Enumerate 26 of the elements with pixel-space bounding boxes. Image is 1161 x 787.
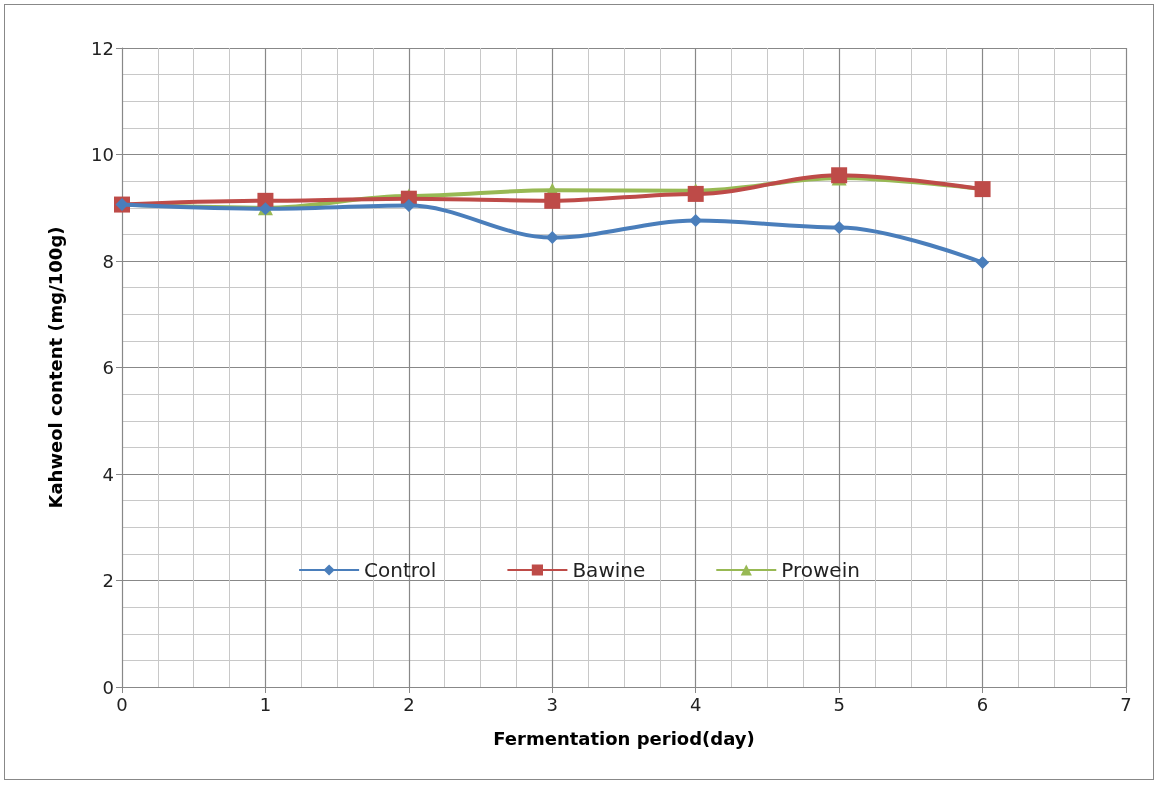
x-tick-label: 5 <box>833 693 845 715</box>
point <box>545 231 559 245</box>
x-tick-label: 1 <box>259 693 272 715</box>
legend-label: Bawine <box>572 558 646 582</box>
y-tick-label: 12 <box>91 37 114 59</box>
x-axis-title: Fermentation period(day) <box>493 727 755 749</box>
x-tick-label: 2 <box>403 693 415 715</box>
y-tick-label: 8 <box>102 250 114 272</box>
x-tick-label: 3 <box>546 693 559 715</box>
legend-label: Prowein <box>781 558 860 582</box>
y-tick-label: 4 <box>102 463 114 485</box>
x-tick-label: 6 <box>976 693 989 715</box>
x-tick-label: 0 <box>116 693 128 715</box>
point <box>689 214 703 228</box>
y-tick-label: 10 <box>91 144 114 165</box>
point <box>544 192 561 209</box>
point <box>832 220 846 234</box>
x-tick-label: 7 <box>1120 693 1132 715</box>
point <box>976 256 990 270</box>
point <box>402 199 416 213</box>
legend-label: Control <box>364 558 437 582</box>
y-tick-label: 6 <box>102 357 114 378</box>
y-axis-title: Kahweol content (mg/100g) <box>44 226 66 509</box>
y-tick-label: 0 <box>102 676 114 698</box>
y-tick-label: 2 <box>102 570 114 591</box>
x-tick-label: 4 <box>689 693 702 715</box>
